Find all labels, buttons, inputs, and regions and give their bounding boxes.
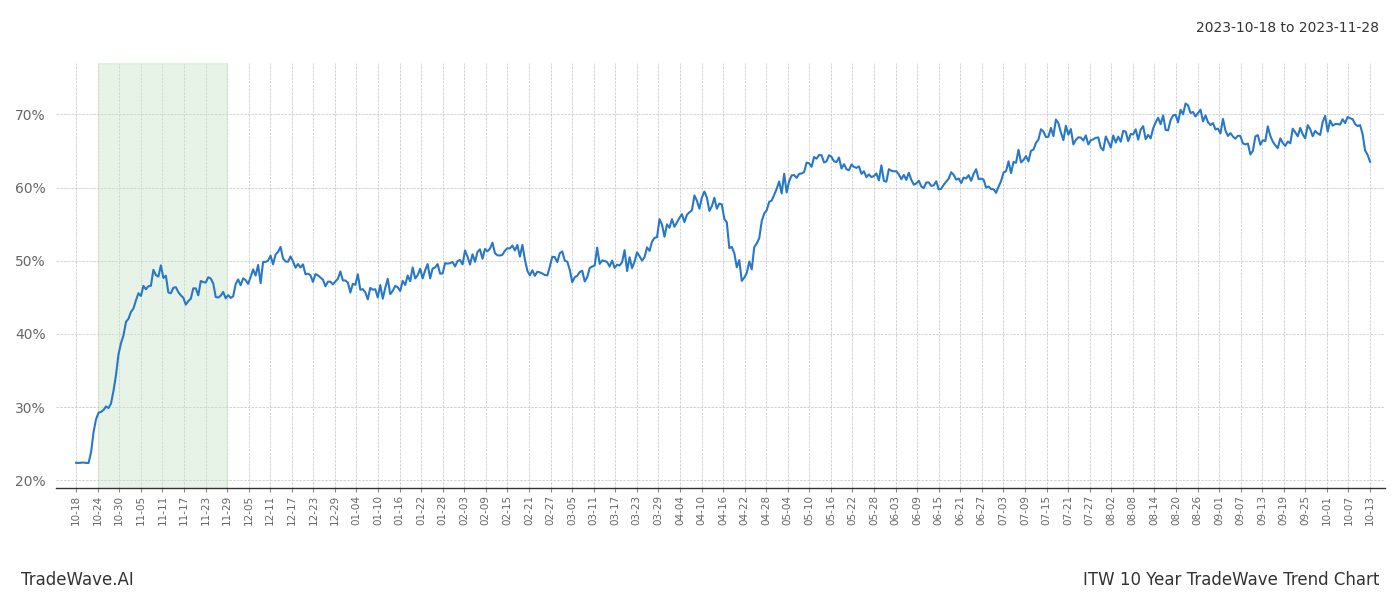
Text: 2023-10-18 to 2023-11-28: 2023-10-18 to 2023-11-28 [1196, 21, 1379, 35]
Text: TradeWave.AI: TradeWave.AI [21, 571, 134, 589]
Bar [98, 63, 227, 488]
Text: ITW 10 Year TradeWave Trend Chart: ITW 10 Year TradeWave Trend Chart [1082, 571, 1379, 589]
